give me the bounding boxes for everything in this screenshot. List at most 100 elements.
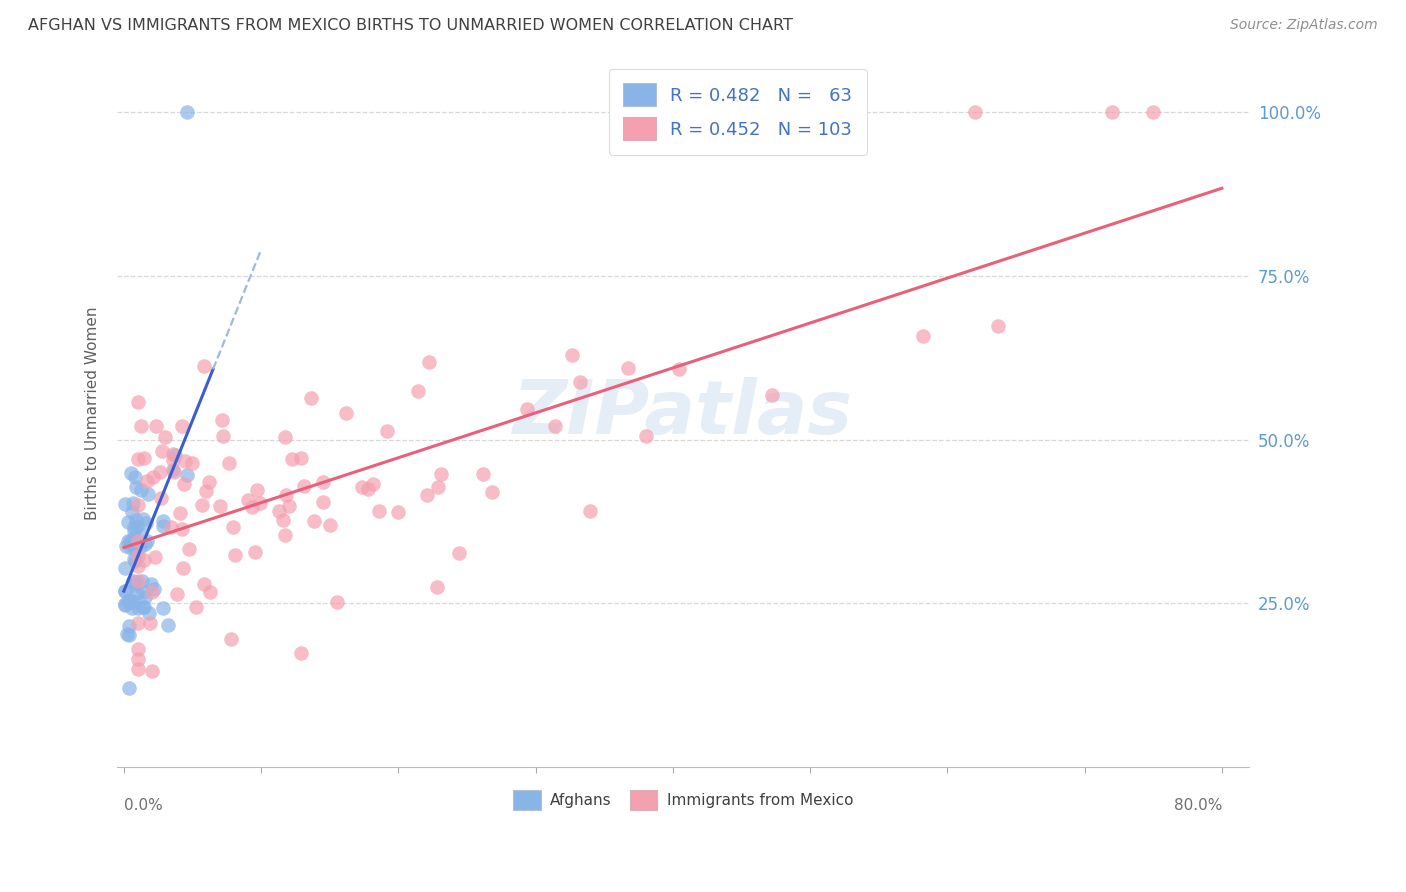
Point bbox=[152, 514, 174, 528]
Point bbox=[122, 520, 145, 534]
Point bbox=[245, 483, 267, 497]
Point bbox=[267, 504, 290, 518]
Point bbox=[127, 641, 149, 656]
Point bbox=[280, 452, 302, 467]
Point bbox=[668, 362, 690, 376]
Point bbox=[121, 505, 143, 519]
Point bbox=[447, 545, 470, 559]
Point bbox=[134, 537, 156, 551]
Point bbox=[544, 419, 567, 434]
Point bbox=[290, 450, 312, 465]
Point bbox=[193, 359, 215, 373]
Point bbox=[127, 533, 149, 548]
Point bbox=[114, 497, 136, 511]
Point bbox=[224, 549, 246, 563]
Point bbox=[142, 470, 165, 484]
Point bbox=[197, 475, 219, 489]
Text: ZIPatlas: ZIPatlas bbox=[513, 377, 853, 450]
Point bbox=[127, 615, 149, 630]
Point bbox=[516, 402, 538, 417]
Point bbox=[124, 470, 146, 484]
Point bbox=[141, 664, 163, 678]
Point bbox=[127, 652, 149, 666]
Point bbox=[122, 495, 145, 509]
Point bbox=[1101, 105, 1123, 120]
Point bbox=[118, 628, 141, 642]
Point bbox=[115, 627, 138, 641]
Point bbox=[634, 429, 657, 443]
Point bbox=[124, 554, 146, 568]
Point bbox=[135, 534, 157, 549]
Point bbox=[418, 355, 440, 369]
Point bbox=[138, 616, 160, 631]
Point bbox=[114, 597, 136, 611]
Point bbox=[122, 532, 145, 546]
Text: Source: ZipAtlas.com: Source: ZipAtlas.com bbox=[1230, 18, 1378, 32]
Point bbox=[120, 466, 142, 480]
Point bbox=[179, 542, 201, 557]
Point bbox=[121, 574, 143, 588]
Point bbox=[173, 454, 195, 468]
Point bbox=[219, 632, 242, 646]
Point bbox=[118, 534, 141, 549]
Point bbox=[356, 482, 378, 496]
Point bbox=[118, 619, 141, 633]
Point bbox=[138, 606, 160, 620]
Point bbox=[118, 681, 141, 695]
Point bbox=[325, 595, 347, 609]
Point bbox=[271, 513, 294, 527]
Point bbox=[172, 561, 194, 575]
Point bbox=[249, 496, 271, 510]
Point bbox=[125, 518, 148, 533]
Point bbox=[406, 384, 429, 398]
Point bbox=[277, 500, 299, 514]
Point bbox=[127, 600, 149, 615]
Point bbox=[135, 516, 157, 531]
Point bbox=[152, 519, 174, 533]
Point bbox=[127, 574, 149, 589]
Point bbox=[166, 587, 188, 601]
Point bbox=[117, 515, 139, 529]
Point bbox=[160, 520, 183, 534]
Point bbox=[176, 105, 198, 120]
Point bbox=[368, 504, 391, 518]
Text: 80.0%: 80.0% bbox=[1174, 797, 1222, 813]
Point bbox=[117, 593, 139, 607]
Point bbox=[150, 444, 173, 458]
Point bbox=[579, 504, 602, 518]
Point bbox=[471, 467, 494, 482]
Point bbox=[127, 662, 149, 676]
Point bbox=[114, 584, 136, 599]
Point bbox=[132, 553, 155, 567]
Text: 0.0%: 0.0% bbox=[124, 797, 163, 813]
Point bbox=[429, 467, 451, 482]
Point bbox=[125, 575, 148, 590]
Point bbox=[127, 559, 149, 574]
Text: AFGHAN VS IMMIGRANTS FROM MEXICO BIRTHS TO UNMARRIED WOMEN CORRELATION CHART: AFGHAN VS IMMIGRANTS FROM MEXICO BIRTHS … bbox=[28, 18, 793, 33]
Point bbox=[124, 578, 146, 592]
Point bbox=[143, 550, 166, 565]
Point bbox=[120, 593, 142, 607]
Point bbox=[114, 584, 136, 599]
Point bbox=[176, 467, 198, 482]
Point bbox=[115, 539, 138, 553]
Point bbox=[335, 406, 357, 420]
Y-axis label: Births to Unmarried Women: Births to Unmarried Women bbox=[86, 307, 100, 520]
Point bbox=[124, 542, 146, 557]
Point bbox=[426, 580, 449, 594]
Point bbox=[319, 517, 342, 532]
Point bbox=[387, 505, 409, 519]
Point bbox=[129, 419, 152, 434]
Point bbox=[209, 499, 232, 513]
Point bbox=[128, 527, 150, 541]
Point bbox=[125, 586, 148, 600]
Point bbox=[162, 447, 184, 461]
Point bbox=[222, 520, 245, 534]
Point bbox=[184, 599, 207, 614]
Point bbox=[163, 465, 186, 479]
Point bbox=[180, 456, 202, 470]
Point bbox=[114, 561, 136, 575]
Point bbox=[240, 500, 263, 515]
Point bbox=[142, 582, 165, 597]
Point bbox=[162, 453, 184, 467]
